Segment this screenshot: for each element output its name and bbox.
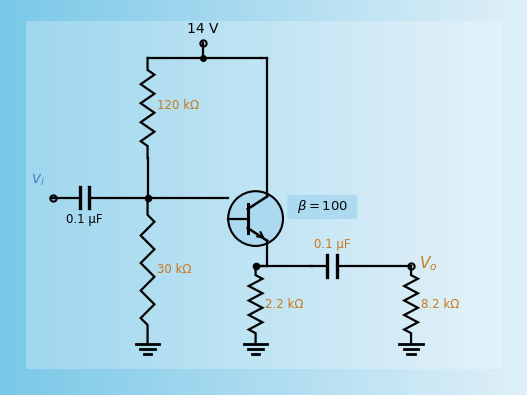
Text: $v_i$: $v_i$: [31, 172, 45, 188]
Text: $V_o$: $V_o$: [419, 254, 437, 273]
Text: 30 kΩ: 30 kΩ: [157, 263, 191, 276]
Text: 2.2 kΩ: 2.2 kΩ: [265, 298, 304, 310]
Text: 120 kΩ: 120 kΩ: [157, 99, 199, 112]
Text: 8.2 kΩ: 8.2 kΩ: [421, 298, 459, 310]
Text: $\beta = 100$: $\beta = 100$: [297, 198, 348, 216]
Text: 0.1 μF: 0.1 μF: [66, 213, 103, 226]
Text: 14 V: 14 V: [187, 22, 219, 36]
FancyBboxPatch shape: [26, 21, 501, 369]
FancyBboxPatch shape: [287, 195, 357, 219]
Text: 0.1 μF: 0.1 μF: [314, 238, 350, 251]
Circle shape: [228, 191, 283, 246]
